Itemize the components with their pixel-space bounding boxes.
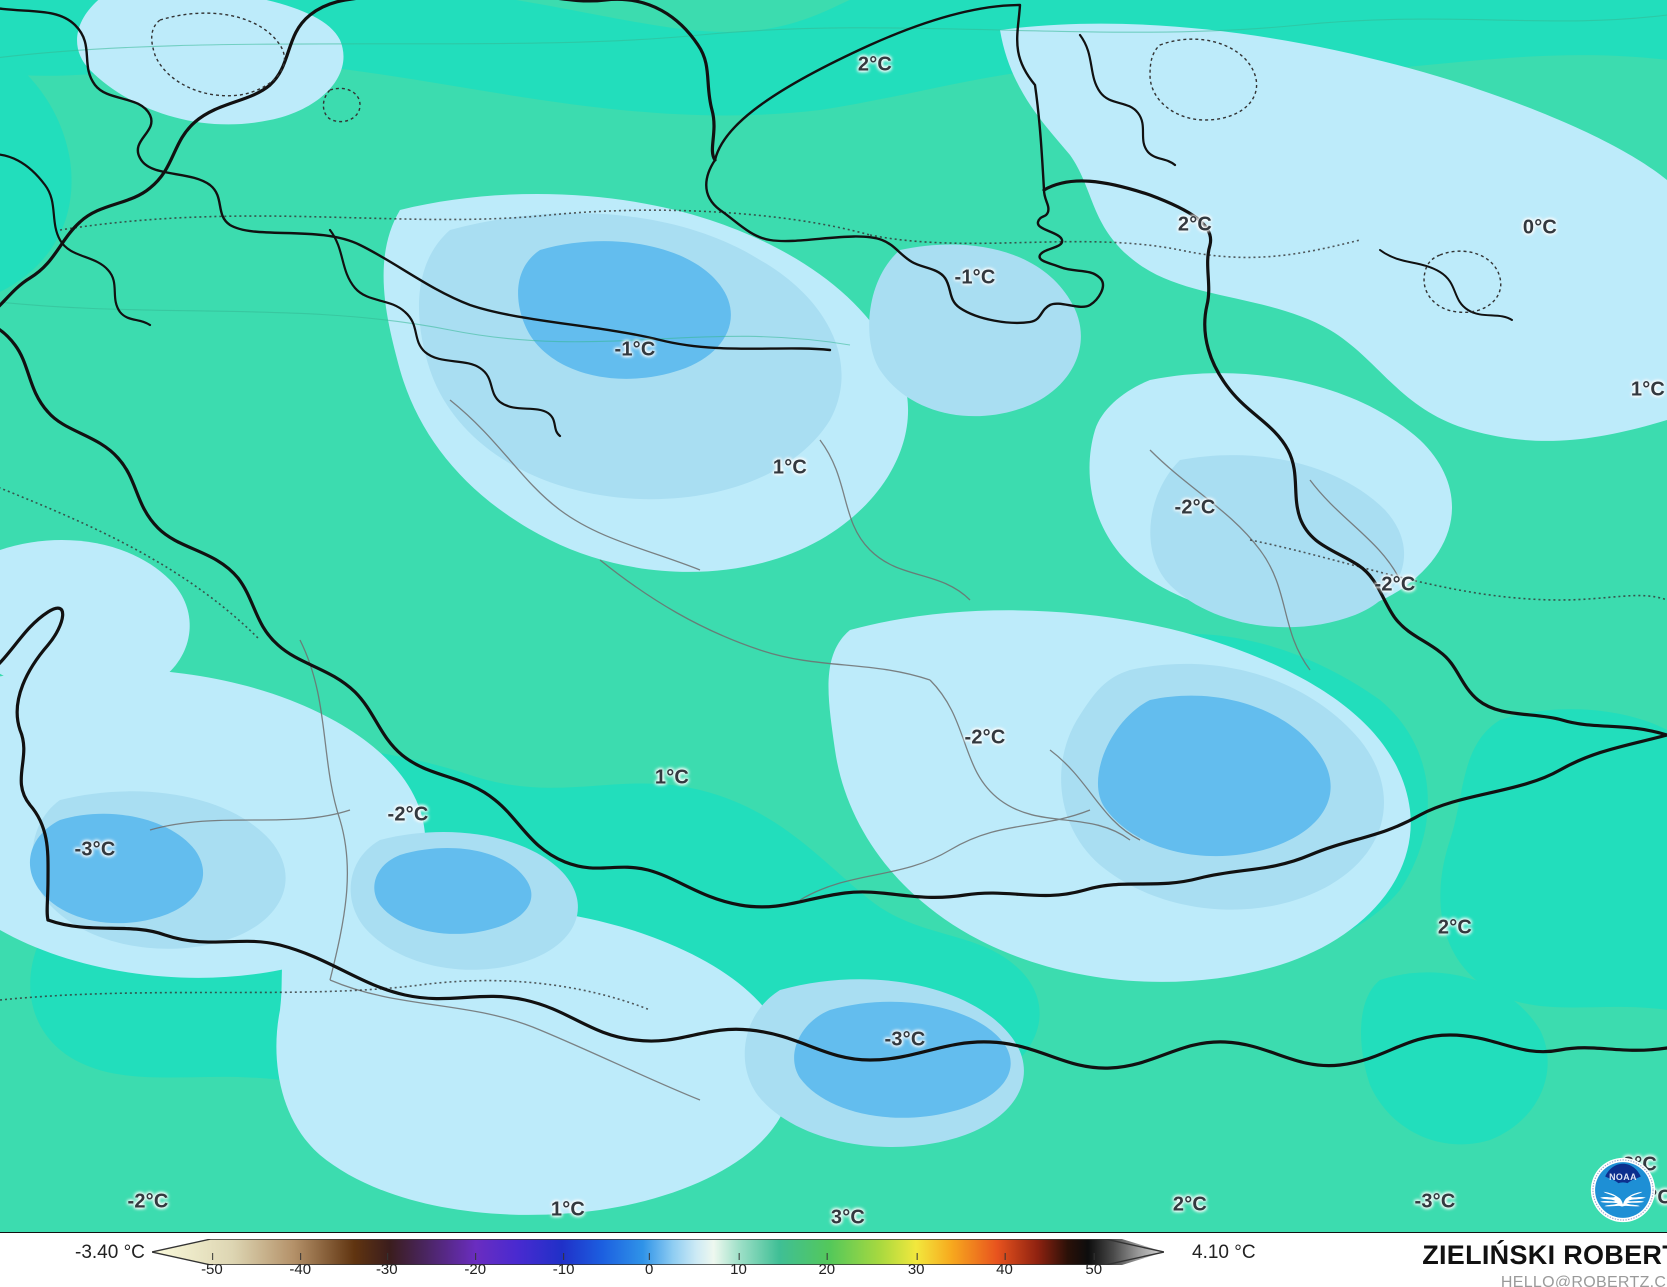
svg-text:NOAA: NOAA: [1609, 1172, 1637, 1182]
